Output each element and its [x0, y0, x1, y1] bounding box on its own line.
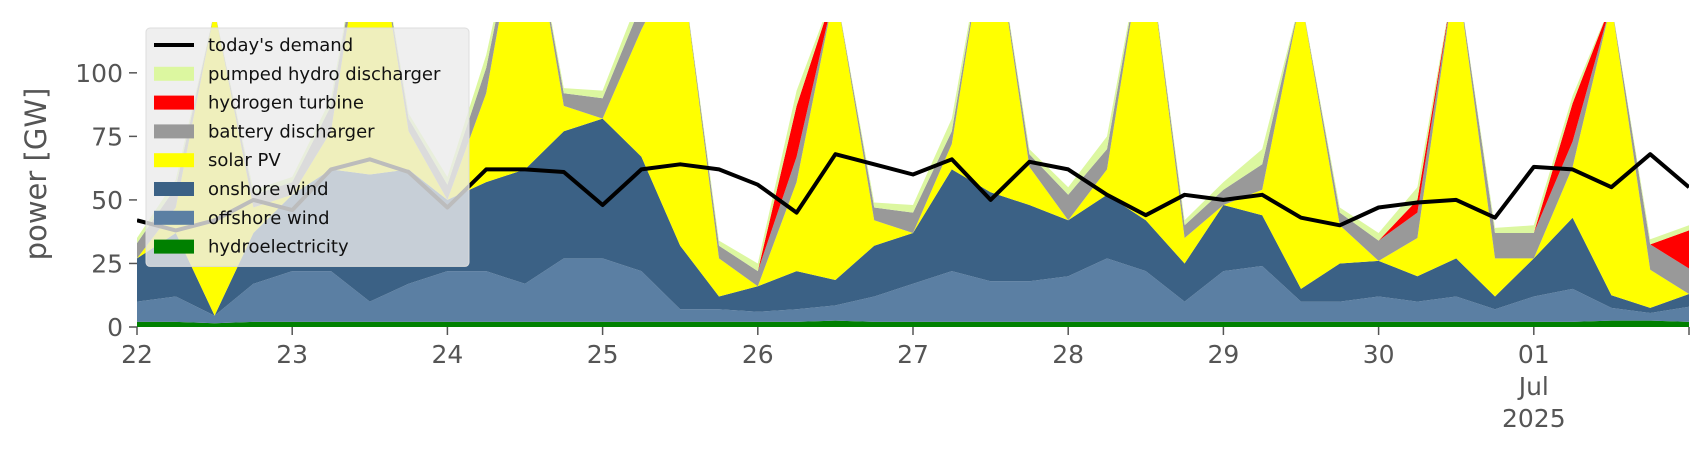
x-tick-label: 29: [1207, 340, 1239, 369]
area-solar-pv: [137, 22, 1689, 316]
x-tick-year-label: 2025: [1502, 404, 1566, 433]
legend-entry-label: battery discharger: [208, 121, 375, 142]
x-tick-label: 26: [742, 340, 774, 369]
x-tick-label: 01: [1518, 340, 1550, 369]
x-tick-label: 22: [121, 340, 153, 369]
x-tick-label: 23: [276, 340, 308, 369]
legend-swatch: [154, 66, 194, 81]
legend-entry-label: onshore wind: [208, 179, 329, 200]
legend-swatch: [154, 239, 194, 254]
legend-swatch: [154, 182, 194, 196]
x-tick-label: 27: [897, 340, 929, 369]
legend-entry-label: offshore wind: [208, 208, 330, 229]
legend-swatch: [154, 124, 194, 139]
legend-box: [145, 27, 470, 267]
area-offshore-wind: [137, 258, 1689, 324]
legend-entry-label: solar PV: [208, 150, 281, 171]
x-tick-label: 25: [587, 340, 619, 369]
stacked-areas: [137, 22, 1689, 327]
x-tick-label: 30: [1363, 340, 1395, 369]
x-axis: 22 23 24 25 26 27 28 29 30 01 Jul 2025: [121, 327, 1690, 433]
legend: today's demand pumped hydro discharger hyd…: [145, 27, 470, 267]
y-tick-label: 0: [107, 313, 123, 342]
y-tick-label: 50: [91, 186, 123, 215]
legend-swatch: [154, 210, 194, 225]
x-tick-label: 28: [1052, 340, 1084, 369]
y-tick-label: 75: [91, 122, 123, 151]
y-axis: 0 25 50 75 100: [75, 59, 137, 342]
y-axis-label: power [GW]: [19, 88, 53, 261]
legend-entry-label: pumped hydro discharger: [208, 64, 441, 85]
legend-entry-label: today's demand: [208, 35, 353, 56]
y-tick-label: 100: [75, 59, 123, 88]
legend-swatch: [154, 95, 194, 110]
area-hydroelectricity: [137, 320, 1689, 327]
legend-entry-label: hydroelectricity: [208, 237, 349, 258]
y-tick-label: 25: [91, 249, 123, 278]
area-onshore-wind: [137, 118, 1689, 316]
legend-swatch: [154, 153, 194, 168]
legend-entry-label: hydrogen turbine: [208, 93, 364, 114]
x-tick-month-label: Jul: [1517, 372, 1549, 401]
x-tick-label: 24: [431, 340, 463, 369]
